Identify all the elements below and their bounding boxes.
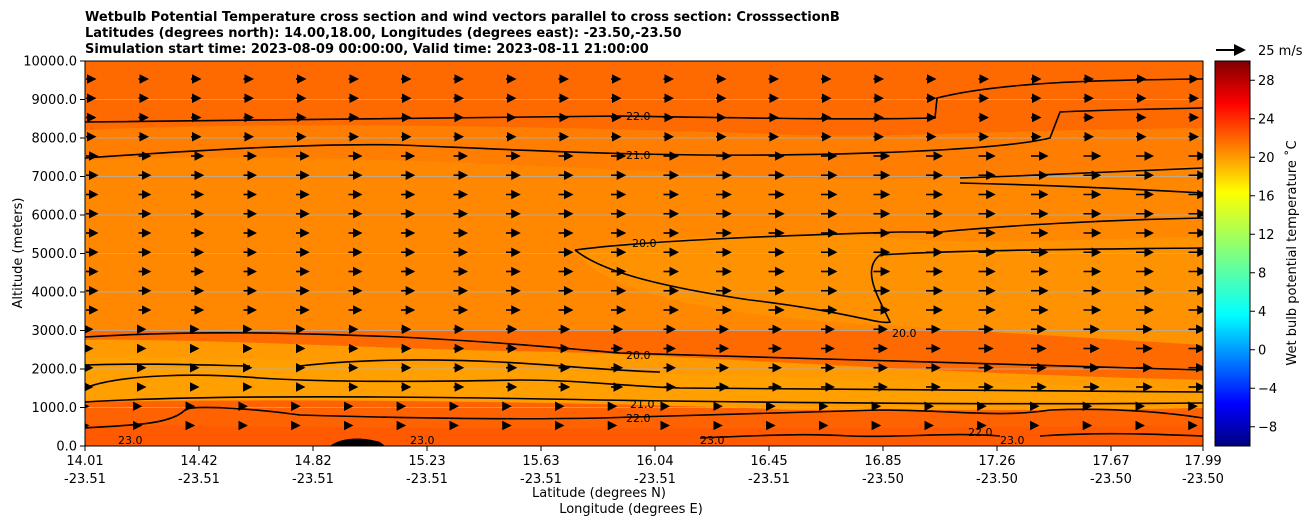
contour-20-lower xyxy=(85,332,1203,371)
contour-label: 22.0 xyxy=(968,426,993,439)
colorbar-tick-label: −8 xyxy=(1258,420,1277,435)
x-tick-label-lat: 14.01 xyxy=(66,454,103,469)
chart-title-line-1: Wetbulb Potential Temperature cross sect… xyxy=(85,10,840,25)
x-tick-label-lon: -23.51 xyxy=(292,472,334,487)
x-tick-label-lon: -23.51 xyxy=(748,472,790,487)
x-tick-label-lon: -23.50 xyxy=(862,472,904,487)
colorbar xyxy=(1214,60,1251,447)
contour-label: 21.0 xyxy=(630,398,655,411)
colorbar-label: Wet bulb potential temperature ˚C xyxy=(1284,140,1300,365)
y-axis: 0.0 1000.0 2000.0 3000.0 4000.0 5000.0 6000.0 7… xyxy=(23,55,85,455)
x-axis-label-longitude: Longitude (degrees E) xyxy=(559,502,703,517)
fill-19c-core xyxy=(85,355,1203,405)
y-tick-label: 6000.0 xyxy=(32,209,78,224)
colorbar-tick-label: −4 xyxy=(1258,382,1277,397)
y-tick-label: 8000.0 xyxy=(32,132,78,147)
contour-20-loop xyxy=(574,247,1203,324)
y-tick-label: 9000.0 xyxy=(32,93,78,108)
x-tick-label-lon: -23.51 xyxy=(64,472,106,487)
contour-label: 23.0 xyxy=(410,434,435,447)
y-tick-label: 3000.0 xyxy=(32,324,78,339)
contour-label: 23.0 xyxy=(1000,434,1025,447)
colorbar-tick-label: 12 xyxy=(1258,228,1275,243)
x-tick-label-lat: 16.45 xyxy=(750,454,787,469)
contour-label: 23.0 xyxy=(118,434,143,447)
contour-label: 20.0 xyxy=(892,327,917,340)
contour-labels: 22.0 21.0 20.0 20.0 21.0 22.0 23.0 23.0 … xyxy=(118,110,1025,447)
colorbar-tick-label: 28 xyxy=(1258,74,1275,89)
colorbar-ticks: 28 24 20 16 12 8 4 0 −4 −8 xyxy=(1250,74,1277,435)
x-tick-label-lon: -23.51 xyxy=(406,472,448,487)
x-tick-label-lat: 16.04 xyxy=(636,454,673,469)
y-axis-label: Altitude (meters) xyxy=(11,198,26,309)
colorbar-tick-label: 20 xyxy=(1258,151,1275,166)
contour-23 xyxy=(699,432,1203,439)
y-tick-label: 10000.0 xyxy=(23,55,77,70)
colorbar-tick-label: 16 xyxy=(1258,189,1275,204)
x-tick-label-lat: 15.23 xyxy=(408,454,445,469)
contour-20-right-b xyxy=(959,182,1203,194)
chart-title-line-2: Latitudes (degrees north): 14.00,18.00, … xyxy=(85,26,682,41)
x-tick-label-lon: -23.50 xyxy=(1182,472,1224,487)
x-tick-label-lat: 17.99 xyxy=(1184,454,1221,469)
x-axis: 14.01 -23.51 14.42 -23.51 14.82 -23.51 15.23 -2… xyxy=(64,446,1224,487)
colorbar-tick-label: 24 xyxy=(1258,112,1275,127)
x-tick-label-lat: 14.42 xyxy=(180,454,217,469)
x-tick-label-lon: -23.51 xyxy=(634,472,676,487)
contour-20-upper xyxy=(574,217,1203,251)
contour-label: 21.0 xyxy=(626,149,651,162)
contour-label: 20.0 xyxy=(632,237,657,250)
y-tick-label: 1000.0 xyxy=(32,401,78,416)
y-tick-label: 4000.0 xyxy=(32,286,78,301)
contour-label: 23.0 xyxy=(700,434,725,447)
contour-label: 22.0 xyxy=(626,412,651,425)
y-tick-label: 2000.0 xyxy=(32,363,78,378)
contour-21-lower xyxy=(85,396,1203,405)
x-tick-label-lat: 15.63 xyxy=(522,454,559,469)
x-tick-label-lon: -23.51 xyxy=(520,472,562,487)
x-tick-label-lat: 17.67 xyxy=(1092,454,1129,469)
contour-label: 20.0 xyxy=(626,349,651,362)
plot-area: 22.0 21.0 20.0 20.0 21.0 22.0 23.0 23.0 … xyxy=(85,61,1203,447)
x-tick-label-lon: -23.50 xyxy=(976,472,1018,487)
y-tick-label: 0.0 xyxy=(56,440,77,455)
x-tick-label-lat: 16.85 xyxy=(864,454,901,469)
quiver-key-label: 25 m/s xyxy=(1258,44,1303,59)
x-axis-label-latitude: Latitude (degrees N) xyxy=(532,486,666,501)
chart-title-line-3: Simulation start time: 2023-08-09 00:00:… xyxy=(85,42,649,57)
terrain xyxy=(330,438,385,446)
colorbar-tick-label: 4 xyxy=(1258,305,1266,320)
x-tick-label-lon: -23.50 xyxy=(1090,472,1132,487)
colorbar-tick-label: 8 xyxy=(1258,266,1266,281)
contour-21 xyxy=(85,107,1203,159)
wind-vectors xyxy=(85,74,1203,431)
contour-label: 22.0 xyxy=(626,110,651,123)
y-tick-label: 7000.0 xyxy=(32,170,78,185)
x-tick-label-lon: -23.51 xyxy=(178,472,220,487)
x-tick-label-lat: 14.82 xyxy=(294,454,331,469)
x-tick-label-lat: 17.26 xyxy=(978,454,1015,469)
colorbar-tick-label: 0 xyxy=(1258,343,1266,358)
contour-19-a xyxy=(85,359,661,373)
y-tick-label: 5000.0 xyxy=(32,247,78,262)
